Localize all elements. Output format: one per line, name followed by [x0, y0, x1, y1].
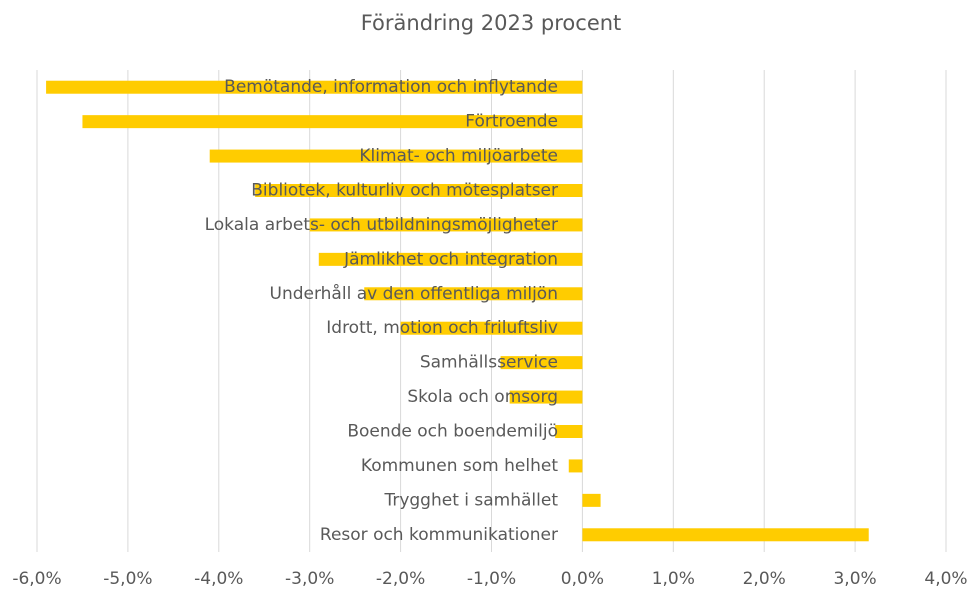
bar [309, 218, 583, 232]
y-tick-label: Boende och boendemiljö [347, 422, 558, 442]
y-tick-label: Trygghet i samhället [383, 490, 558, 510]
y-tick-label: Bibliotek, kulturliv och mötesplatser [251, 181, 558, 201]
x-tick-label: -1,0% [467, 569, 516, 589]
x-tick-label: 0,0% [561, 569, 604, 589]
bar [555, 425, 583, 438]
x-tick-label: 3,0% [833, 569, 876, 589]
bar [509, 390, 583, 404]
x-tick-label: 1,0% [652, 569, 695, 589]
y-tick-label: Idrott, motion och friluftsliv [326, 318, 558, 338]
chart-title: Förändring 2023 procent [361, 11, 622, 35]
bar [582, 493, 601, 507]
y-tick-label: Klimat- och miljöarbete [359, 146, 558, 166]
bar [82, 115, 583, 129]
y-tick-label: Skola och omsorg [407, 387, 558, 407]
y-tick-label: Resor och kommunikationer [320, 525, 558, 545]
y-tick-label: Bemötande, information och inflytande [224, 77, 558, 97]
x-tick-label: 4,0% [924, 569, 967, 589]
bar [209, 149, 583, 163]
bar [400, 321, 583, 335]
y-tick-label: Samhällsservice [420, 353, 558, 373]
y-tick-label: Underhåll av den offentliga miljön [270, 283, 559, 304]
x-tick-label: -3,0% [285, 569, 334, 589]
bar [255, 184, 583, 197]
bar [500, 356, 583, 370]
y-tick-label: Kommunen som helhet [361, 456, 558, 476]
y-tick-label: Förtroende [465, 112, 558, 132]
x-tick-label: -4,0% [194, 569, 243, 589]
x-tick-label: -5,0% [103, 569, 152, 589]
x-tick-label: -6,0% [12, 569, 61, 589]
y-tick-label: Lokala arbets- och utbildningsmöjlighete… [205, 215, 558, 235]
bar [568, 459, 583, 473]
bar [582, 528, 869, 542]
bar [364, 287, 583, 301]
bar [46, 80, 583, 94]
bar [318, 252, 583, 266]
x-tick-label: -2,0% [376, 569, 425, 589]
y-tick-label: Jämlikhet och integration [343, 249, 558, 269]
x-tick-label: 2,0% [743, 569, 786, 589]
